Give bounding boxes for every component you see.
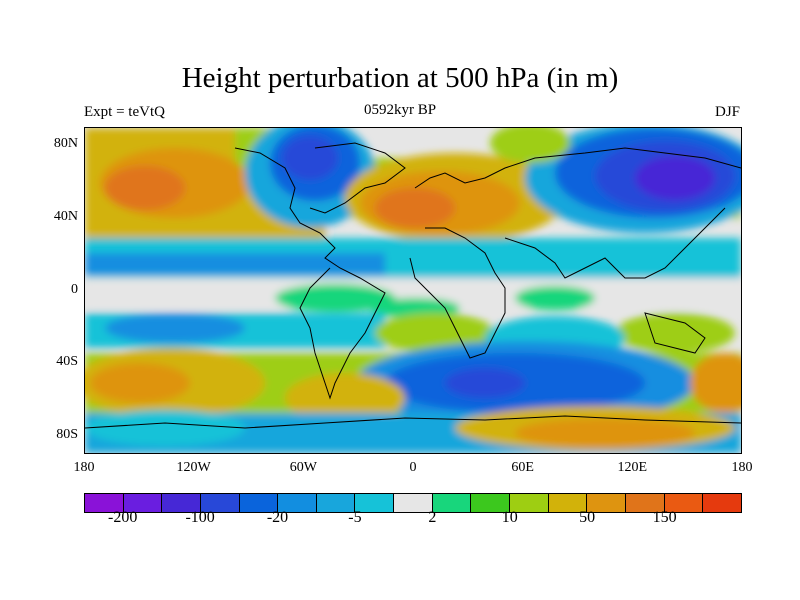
colorbar-label: 2: [428, 509, 437, 526]
colorbar-label: -200: [108, 509, 138, 526]
contour-field: [85, 128, 741, 453]
colorbar-label: 50: [579, 509, 596, 526]
colorbar-label: -100: [185, 509, 215, 526]
lon-tick-label: 60W: [289, 460, 317, 475]
map-panel: [84, 127, 742, 454]
lon-tick-label: 180: [73, 460, 95, 475]
lat-tick-label: 40N: [53, 208, 78, 224]
colorbar-label: -20: [266, 509, 289, 526]
colorbar-swatch: [625, 494, 665, 512]
colorbar-swatch: [471, 494, 511, 512]
lat-tick-label: 80N: [53, 136, 78, 152]
colorbar-swatch: [355, 494, 395, 512]
lat-tick-label: 80S: [56, 426, 78, 442]
season-label: DJF: [714, 104, 740, 120]
colorbar-swatch: [587, 494, 626, 512]
lon-tick-label: 0: [409, 460, 417, 475]
lon-tick-label: 180: [731, 460, 753, 475]
colorbar-swatch: [510, 494, 549, 512]
colorbar-swatch: [316, 494, 356, 512]
colorbar-swatch: [162, 494, 201, 512]
colorbar: [84, 493, 742, 513]
coastlines: [85, 142, 741, 429]
colorbar-label: -5: [348, 509, 362, 526]
lon-tick-label: 120E: [617, 460, 648, 475]
experiment-label: Expt = teVtQ: [84, 104, 165, 120]
colorbar-swatch: [703, 494, 741, 512]
colorbar-label: 150: [652, 509, 677, 526]
colorbar-swatch: [394, 494, 433, 512]
lon-tick-label: 60E: [511, 460, 534, 475]
colorbar-swatch: [200, 494, 240, 512]
colorbar-label: 10: [501, 509, 518, 526]
colorbar-swatch: [239, 494, 279, 512]
lat-tick-label: 40S: [56, 354, 78, 370]
map-title: Height perturbation at 500 hPa (in m): [181, 62, 619, 94]
colorbar-swatch: [432, 494, 472, 512]
colorbar-swatch: [85, 494, 124, 512]
colorbar-swatch: [123, 494, 163, 512]
lat-tick-label: 0: [71, 281, 78, 297]
height-field-map: [85, 128, 741, 453]
colorbar-swatch: [278, 494, 317, 512]
colorbar-swatch: [548, 494, 588, 512]
lon-tick-label: 120W: [176, 460, 211, 475]
colorbar-swatch: [664, 494, 704, 512]
period-label: 0592kyr BP: [363, 102, 437, 118]
